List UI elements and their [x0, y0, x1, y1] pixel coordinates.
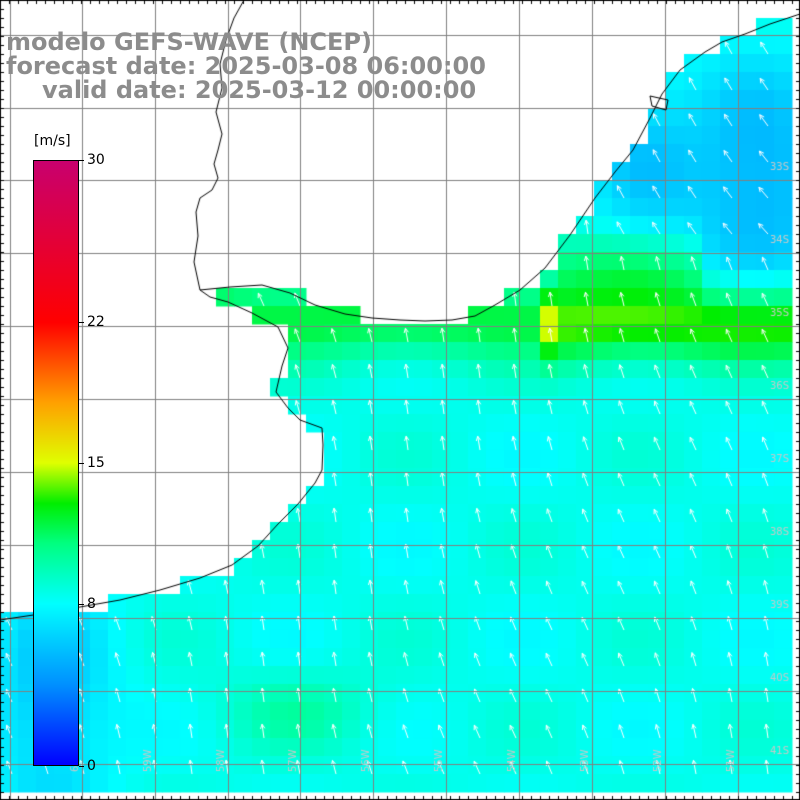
colorbar-tick-mark	[79, 160, 84, 161]
colorbar-tick-label: 8	[87, 596, 96, 613]
colorbar-tick-mark	[79, 321, 84, 323]
colorbar-tick-label: 22	[87, 313, 105, 330]
model-title: modelo GEFS-WAVE (NCEP)	[6, 28, 372, 56]
colorbar-tick-mark	[79, 766, 84, 767]
colorbar-unit-label: [m/s]	[34, 133, 71, 149]
colorbar-tick-mark	[79, 604, 84, 606]
colorbar-tick-label: 30	[87, 152, 105, 168]
forecast-date-label: forecast date: 2025-03-08 06:00:00	[6, 52, 486, 80]
colorbar-tick-mark	[79, 463, 84, 464]
colorbar-tick-label: 15	[87, 455, 105, 471]
colorbar	[33, 160, 79, 766]
map-title: modelo GEFS-WAVE (NCEP) forecast date: 2…	[6, 30, 486, 102]
colorbar-tick-label: 0	[87, 758, 96, 774]
valid-date-label: valid date: 2025-03-12 00:00:00	[42, 76, 477, 104]
